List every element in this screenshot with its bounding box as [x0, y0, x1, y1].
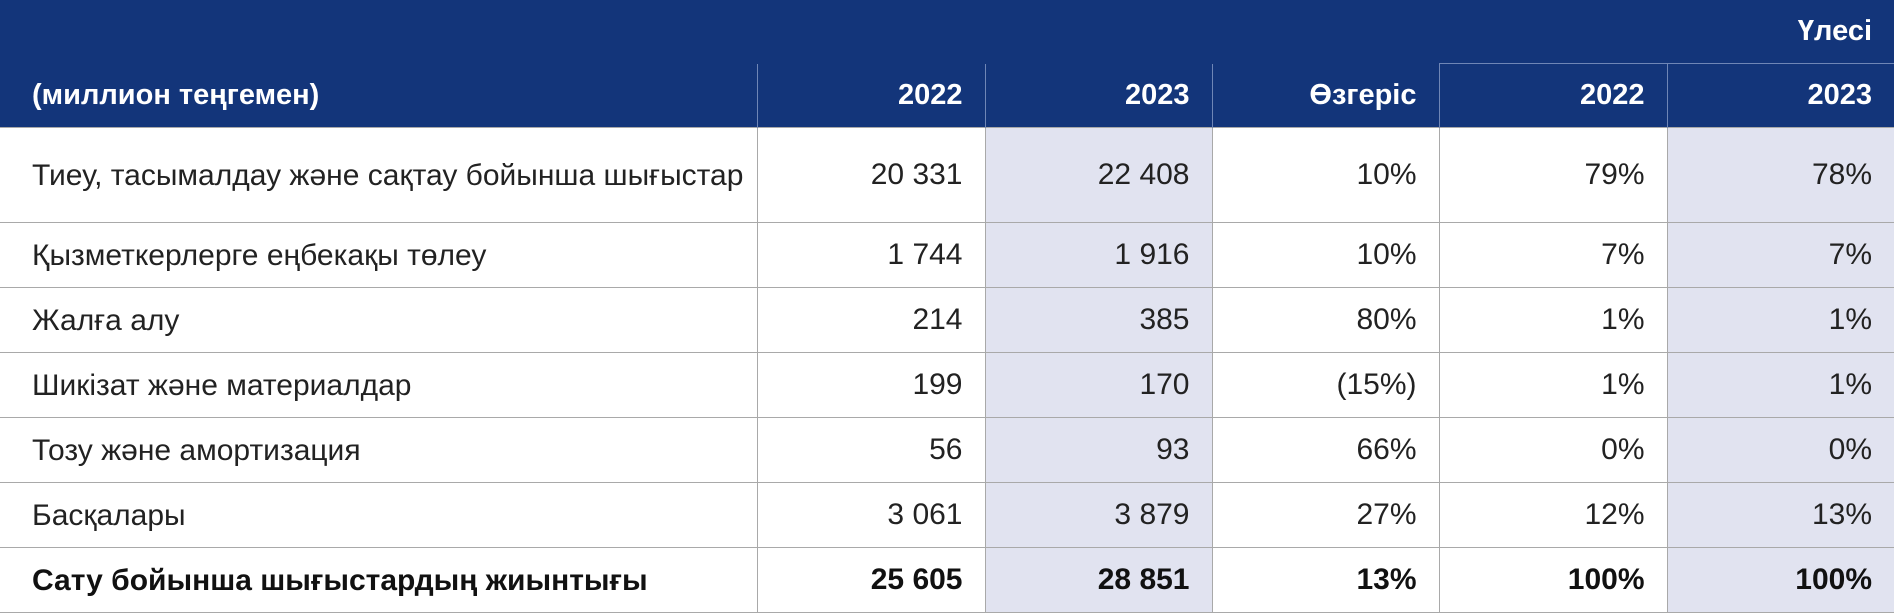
total-change: 13% [1211, 547, 1439, 613]
share-2023: 7% [1666, 222, 1894, 288]
table-row: Тозу және амортизация 56 93 66% 0% 0% [0, 417, 1894, 483]
value-2022: 20 331 [756, 127, 985, 223]
share-2022: 0% [1438, 417, 1667, 483]
share-2022: 12% [1438, 482, 1667, 548]
value-2022: 3 061 [756, 482, 985, 548]
value-change: 66% [1211, 417, 1439, 483]
value-2023: 93 [984, 417, 1212, 483]
group-header-row: Үлесі [0, 0, 1894, 64]
total-2023: 28 851 [984, 547, 1212, 613]
value-2023: 3 879 [984, 482, 1212, 548]
table-row: Шикізат және материалдар 199 170 (15%) 1… [0, 352, 1894, 418]
value-2023: 170 [984, 352, 1212, 418]
col-header-share-2023: 2023 [1666, 63, 1894, 128]
total-row: Сату бойынша шығыстардың жиынтығы 25 605… [0, 547, 1894, 613]
row-label: Тиеу, тасымалдау және сақтау бойынша шығ… [0, 127, 757, 223]
value-2022: 214 [756, 287, 985, 353]
table-row: Басқалары 3 061 3 879 27% 12% 13% [0, 482, 1894, 548]
col-header-2023: 2023 [984, 63, 1212, 128]
col-header-share-2022: 2022 [1438, 63, 1667, 128]
row-label: Шикізат және материалдар [0, 352, 757, 418]
total-share-2023: 100% [1666, 547, 1894, 613]
col-header-2022: 2022 [756, 63, 985, 128]
share-group-header: Үлесі [1439, 0, 1894, 64]
unit-header: (миллион теңгемен) [0, 63, 757, 128]
value-change: 10% [1211, 127, 1439, 223]
value-2023: 385 [984, 287, 1212, 353]
value-change: (15%) [1211, 352, 1439, 418]
share-2022: 1% [1438, 287, 1667, 353]
value-change: 27% [1211, 482, 1439, 548]
share-2023: 1% [1666, 287, 1894, 353]
table-row: Қызметкерлерге еңбекақы төлеу 1 744 1 91… [0, 222, 1894, 288]
share-2023: 0% [1666, 417, 1894, 483]
share-2023: 13% [1666, 482, 1894, 548]
value-2022: 199 [756, 352, 985, 418]
value-2022: 1 744 [756, 222, 985, 288]
row-label: Жалға алу [0, 287, 757, 353]
value-2022: 56 [756, 417, 985, 483]
value-change: 10% [1211, 222, 1439, 288]
table-row: Тиеу, тасымалдау және сақтау бойынша шығ… [0, 127, 1894, 223]
total-share-2022: 100% [1438, 547, 1667, 613]
share-2022: 79% [1438, 127, 1667, 223]
total-label: Сату бойынша шығыстардың жиынтығы [0, 547, 757, 613]
column-header-row: (миллион теңгемен) 2022 2023 Өзгеріс 202… [0, 63, 1894, 128]
share-2022: 1% [1438, 352, 1667, 418]
value-2023: 1 916 [984, 222, 1212, 288]
value-change: 80% [1211, 287, 1439, 353]
table-row: Жалға алу 214 385 80% 1% 1% [0, 287, 1894, 353]
row-label: Тозу және амортизация [0, 417, 757, 483]
group-header-spacer [0, 0, 1439, 64]
value-2023: 22 408 [984, 127, 1212, 223]
col-header-change: Өзгеріс [1211, 63, 1439, 128]
row-label: Қызметкерлерге еңбекақы төлеу [0, 222, 757, 288]
share-2022: 7% [1438, 222, 1667, 288]
share-2023: 1% [1666, 352, 1894, 418]
row-label: Басқалары [0, 482, 757, 548]
total-2022: 25 605 [756, 547, 985, 613]
share-2023: 78% [1666, 127, 1894, 223]
